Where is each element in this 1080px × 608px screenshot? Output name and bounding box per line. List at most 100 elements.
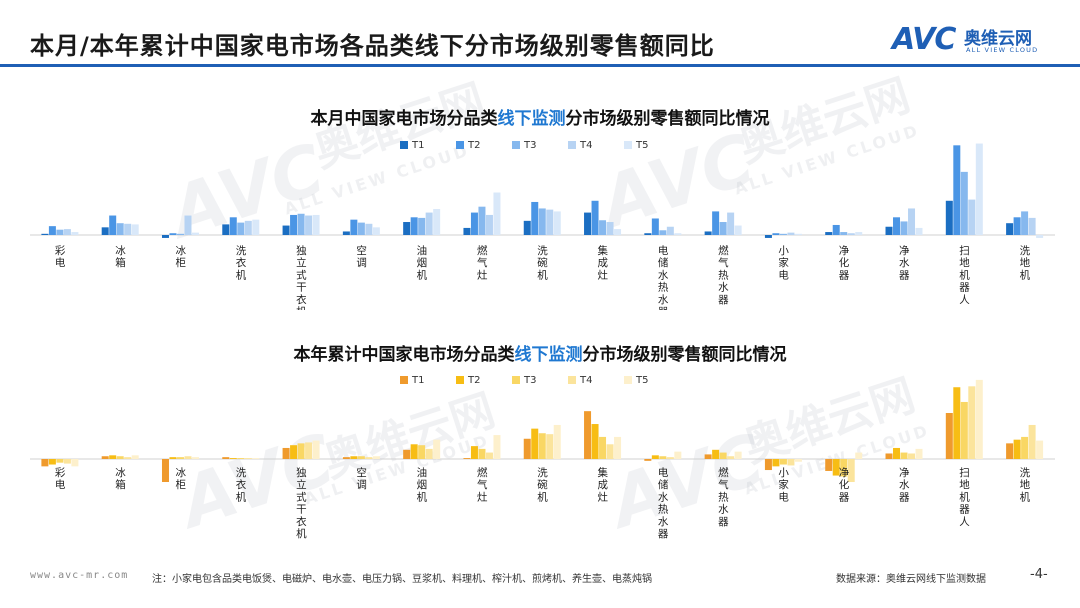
category-label: 洗碗机 (537, 467, 548, 503)
legend-swatch-t3 (512, 141, 520, 149)
bar-t4 (485, 452, 493, 459)
bar-t1 (885, 226, 893, 235)
category-label: 净水器 (899, 466, 910, 503)
bar-t5 (372, 456, 380, 459)
header-divider (0, 64, 1080, 67)
bar-t5 (372, 227, 380, 235)
bar-t5 (614, 229, 622, 235)
category-label: 独立式干衣机 (296, 466, 307, 540)
legend-swatch-t5 (624, 376, 632, 384)
bar-t3 (1021, 436, 1029, 459)
bar-t3 (538, 208, 546, 235)
bar-t3 (357, 456, 365, 459)
category-label: 油烟机 (417, 244, 428, 281)
bar-t1 (161, 235, 169, 238)
bar-t1 (885, 453, 893, 459)
bar-t4 (666, 457, 674, 459)
bar-t4 (606, 444, 614, 459)
category-label: 洗地机 (1020, 467, 1031, 503)
bar-t4 (908, 453, 916, 459)
category-label: 小家电 (778, 467, 789, 503)
bar-t3 (418, 217, 426, 235)
bar-t1 (523, 220, 531, 235)
logo-chinese: 奥维云网 (964, 29, 1032, 49)
bar-t5 (312, 214, 320, 235)
bar-t5 (71, 459, 79, 467)
bar-t3 (779, 459, 787, 465)
category-label: 冰箱 (115, 244, 126, 269)
bar-t4 (727, 212, 735, 235)
bar-t4 (1028, 424, 1036, 459)
bar-t3 (237, 222, 245, 235)
bar-t3 (237, 458, 245, 459)
bar-t2 (169, 457, 177, 459)
bar-t4 (666, 226, 674, 235)
bar-t3 (538, 433, 546, 459)
legend-label-t1: T1 (411, 140, 424, 151)
bar-t1 (342, 457, 350, 459)
legend-label-t2: T2 (467, 140, 480, 151)
category-label: 净水器 (899, 244, 910, 281)
bar-t2 (350, 219, 358, 235)
bar-t3 (297, 213, 305, 235)
bar-t3 (960, 401, 968, 459)
category-label: 油烟机 (417, 466, 428, 503)
category-label: 彩电 (55, 467, 66, 491)
bar-t2 (712, 449, 720, 459)
category-label: 电储水热水器 (658, 244, 669, 310)
bar-t2 (470, 446, 478, 459)
bar-t5 (915, 448, 923, 459)
bar-t2 (290, 214, 298, 235)
bar-t2 (832, 224, 840, 235)
bar-t2 (1013, 439, 1021, 459)
bar-t1 (1006, 223, 1014, 235)
bar-t4 (244, 458, 252, 459)
legend-swatch-t4 (568, 376, 576, 384)
bar-t1 (282, 225, 290, 235)
bar-t4 (425, 212, 433, 235)
bar-t2 (591, 200, 599, 235)
chart2-title: 本年累计中国家电市场分品类线下监测分市场级别零售额同比情况 (293, 345, 787, 365)
bar-t2 (48, 459, 56, 465)
legend-label-t3: T3 (523, 375, 536, 386)
bar-t5 (734, 225, 742, 235)
bar-t5 (433, 439, 441, 459)
category-label: 冰柜 (175, 466, 186, 491)
footer-note: 注：小家电包含品类电饭煲、电磁炉、电水壶、电压力锅、豆浆机、料理机、榨汁机、煎烤… (152, 574, 652, 585)
logo-mark: AVC (892, 22, 956, 57)
bar-t1 (644, 233, 652, 235)
category-label: 燃气热水器 (718, 466, 729, 528)
bar-t5 (734, 451, 742, 459)
bar-t2 (229, 458, 237, 459)
bar-t2 (169, 233, 177, 235)
bar-t1 (825, 232, 833, 235)
bar-t3 (1021, 211, 1029, 235)
legend-swatch-t3 (512, 376, 520, 384)
bar-t5 (252, 219, 260, 235)
bar-t5 (975, 143, 983, 235)
chart1-monthly-yoy: T1 T2 T3 T4 T5 彩电 冰箱 冰柜 洗衣机 独立式干衣机 空调 油烟机 燃气灶 洗碗机 集成灶 电… (30, 140, 1055, 310)
bar-t5 (794, 459, 802, 462)
bar-t5 (493, 192, 501, 235)
bar-t4 (365, 223, 373, 235)
category-label: 集成灶 (598, 466, 609, 503)
category-label: 净化器 (839, 244, 850, 281)
category-label: 冰柜 (175, 244, 186, 269)
bar-t2 (48, 226, 56, 235)
bar-t1 (282, 447, 290, 459)
legend-label-t5: T5 (635, 375, 648, 386)
bar-t3 (779, 233, 787, 235)
bar-t1 (945, 413, 953, 459)
category-label: 空调 (356, 244, 367, 269)
bar-t4 (365, 457, 373, 459)
bar-t4 (546, 209, 554, 235)
legend-label-t3: T3 (523, 140, 536, 151)
bar-t4 (305, 215, 313, 235)
footer-source: 数据来源：奥维云网线下监测数据 (836, 574, 986, 585)
footer-url[interactable]: www.avc-mr.com (30, 570, 129, 581)
legend-label-t1: T1 (411, 375, 424, 386)
bar-t5 (493, 435, 501, 459)
bar-t5 (1036, 440, 1044, 459)
bar-t3 (478, 448, 486, 459)
bar-t4 (847, 459, 855, 482)
